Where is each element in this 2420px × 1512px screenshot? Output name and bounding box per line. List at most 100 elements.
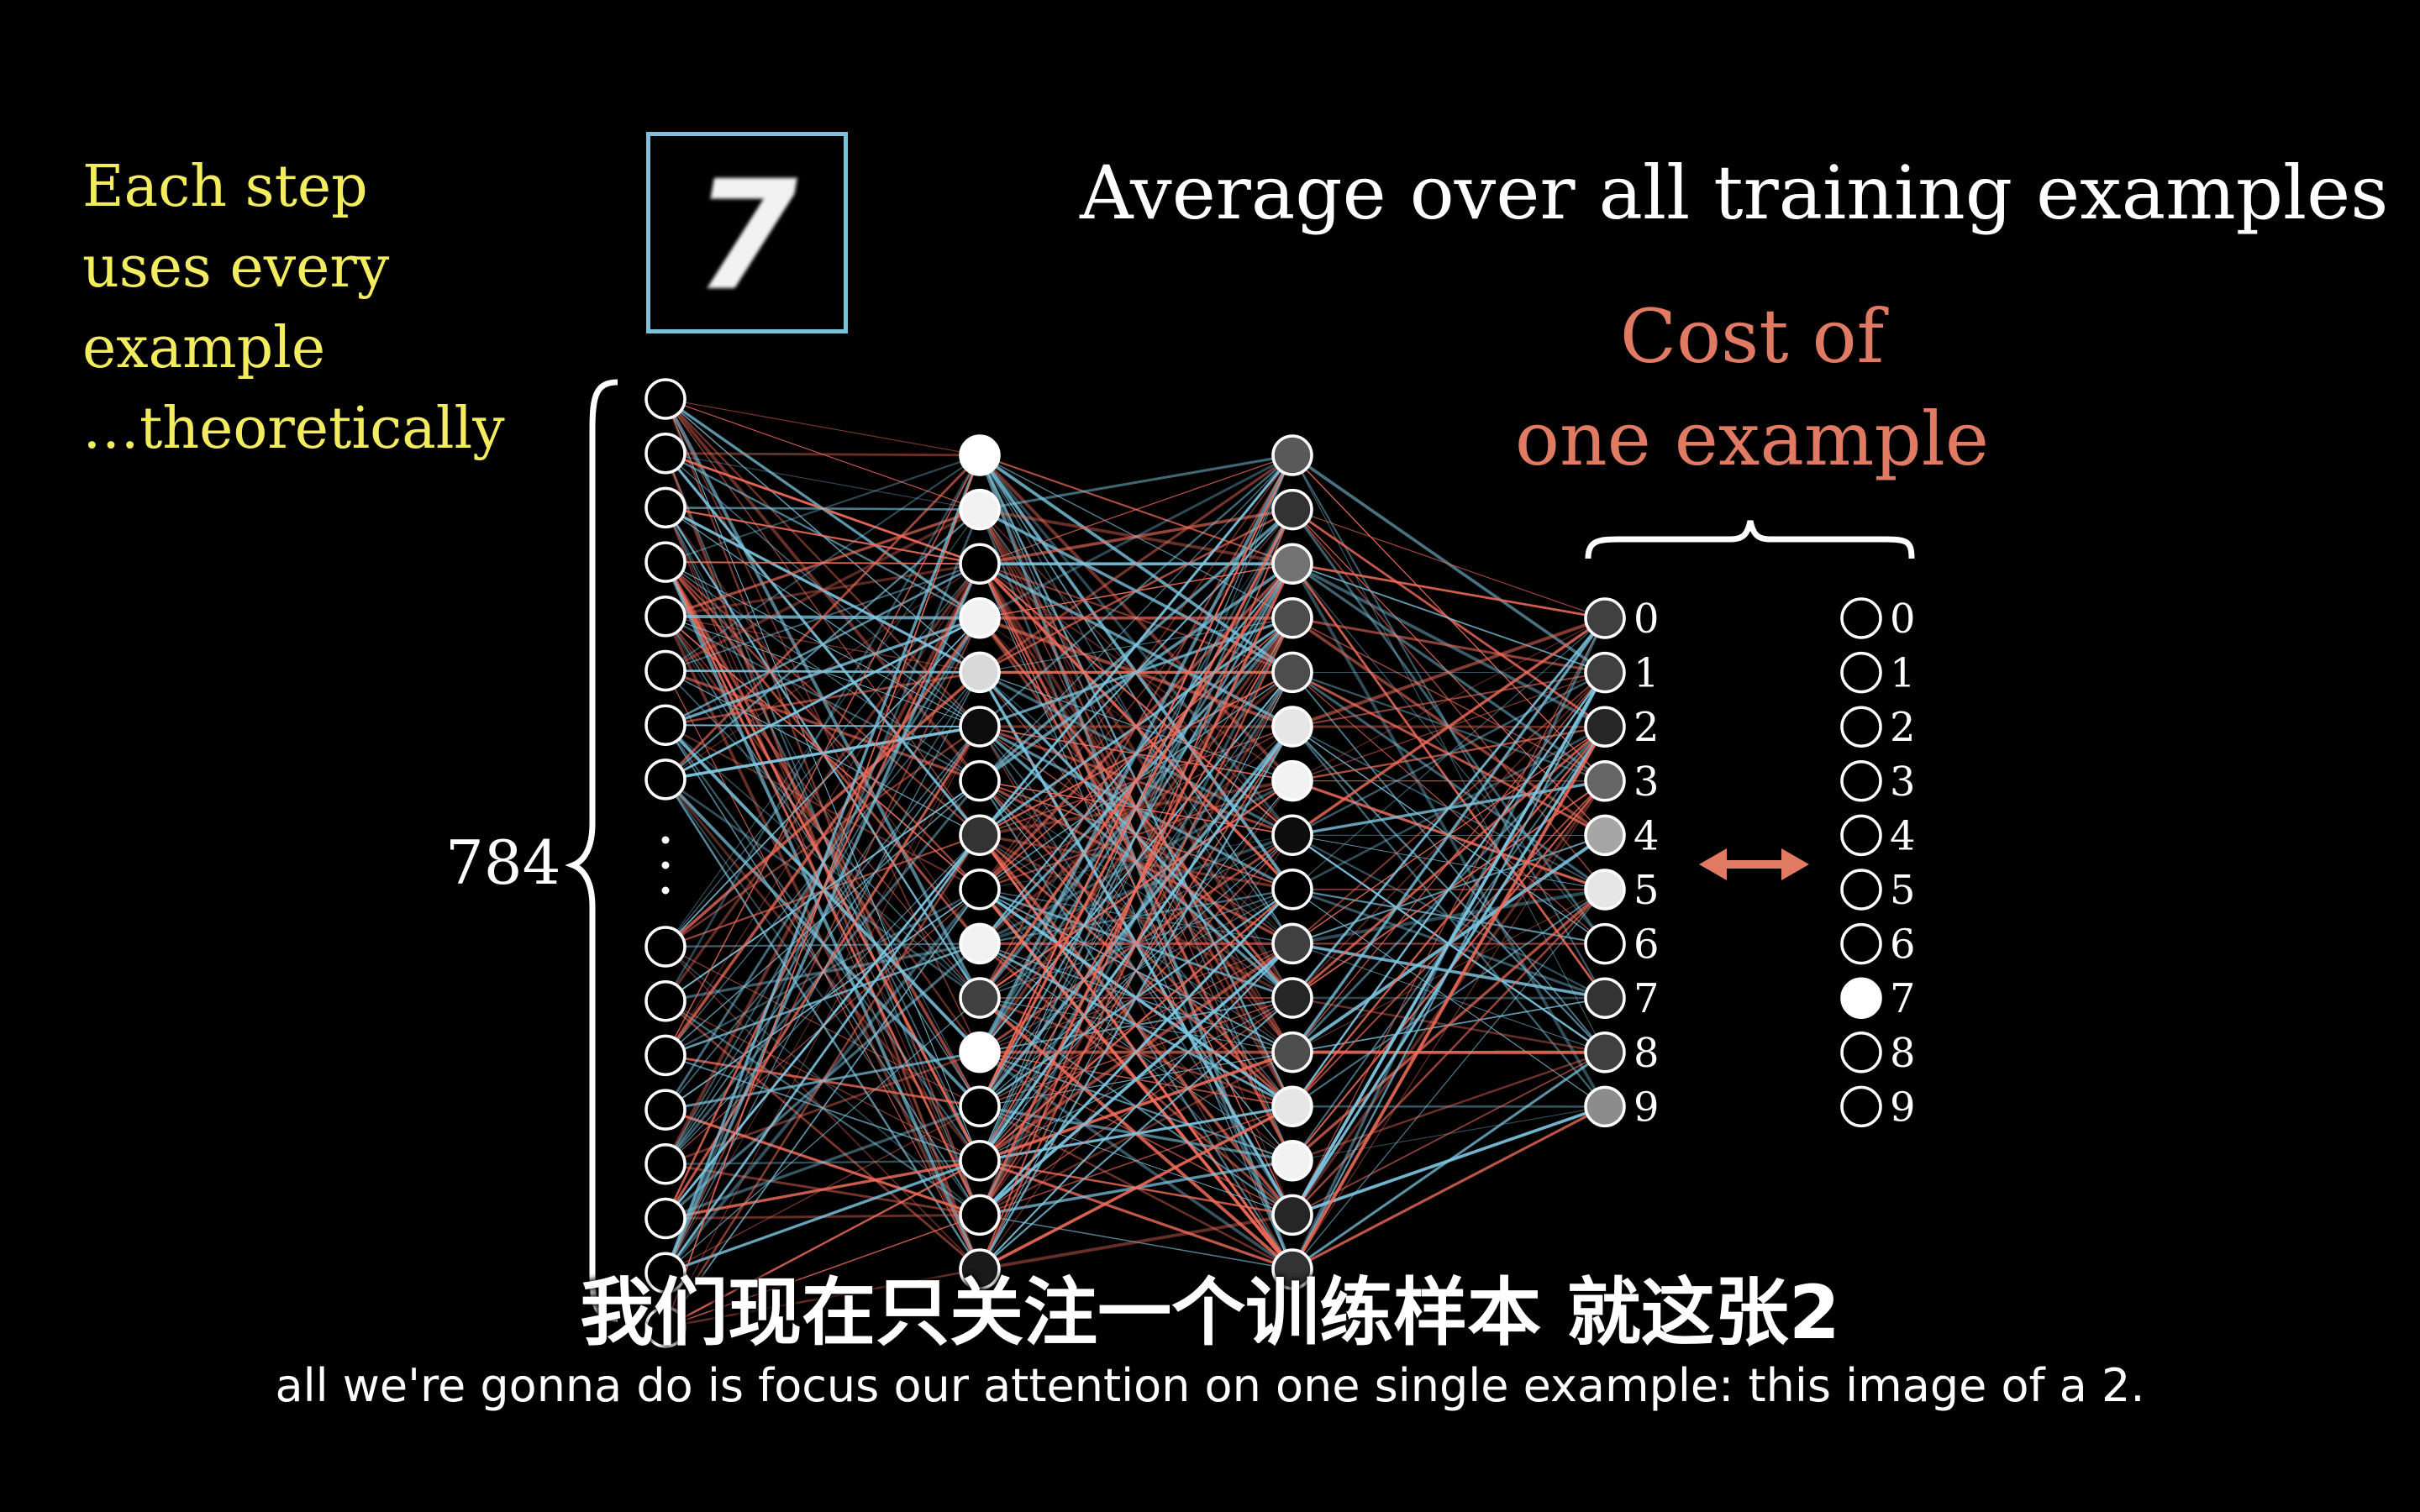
hidden1-neuron [959,977,1001,1019]
hidden1-neuron [959,651,1001,694]
weight-edge [979,454,1293,674]
cost-title-line1: Cost of [1619,293,1885,380]
target-neuron [1840,869,1882,911]
weight-edge [665,1268,981,1329]
subtitle-chinese: 我们现在只关注一个训练样本 就这张2 [580,1269,1840,1356]
target-neuron [1840,922,1882,965]
output-neuron [1584,706,1626,748]
weight-edge [665,1214,981,1328]
output-neuron [1584,1085,1626,1128]
hidden2-neuron [1271,488,1313,531]
weight-edge [979,454,1293,890]
input-neuron [644,432,687,475]
output-neuron [1584,869,1626,911]
weight-edge [665,508,981,618]
weight-edge [979,454,1293,512]
side-note-line: example [82,315,326,381]
cost-title-line2: one example [1515,396,1989,482]
weight-edge [1291,617,1607,1053]
weight-edge [979,454,1293,1215]
weight-edge [1291,671,1607,1216]
output-neuron [1584,651,1626,694]
weight-edge [979,454,1293,782]
weight-edge [665,454,981,672]
weight-edge [665,617,981,727]
output-digit-label: 2 [1634,704,1660,751]
hidden1-neuron [959,488,1001,531]
hidden2-neuron [1271,434,1313,476]
input-digit-image: 7 [646,132,848,333]
input-brace [565,379,618,1322]
target-digit-label: 9 [1890,1084,1916,1131]
weight-edge [1292,671,1606,1107]
weight-edge [664,563,981,1273]
output-neuron [1584,977,1626,1019]
hidden2-neuron [1271,1085,1313,1127]
hidden1-neuron [959,814,1001,856]
weight-edge [665,452,981,457]
weight-edge [664,834,981,1274]
weight-edge [665,1105,981,1273]
weight-edge [1292,617,1606,728]
hidden2-neuron [1271,1194,1313,1236]
weight-edge [665,726,981,1328]
edge-layer [664,397,1607,1329]
weight-edge [665,672,981,1273]
input-neuron [644,1143,687,1185]
weight-edge [1292,672,1606,1053]
output-neuron [1584,760,1626,802]
weight-edge [979,1105,1293,1271]
weight-edge [665,1159,981,1328]
weight-edge [1291,726,1607,1270]
weight-edge [665,454,981,564]
weight-edge [664,778,981,1108]
side-note-line: Each step [82,154,368,220]
weight-edge [665,398,981,511]
weight-edge [1292,617,1606,1215]
weight-edge [665,725,981,781]
weight-edge [1292,563,1606,674]
hidden2-neuron [1271,597,1313,639]
input-neuron [644,979,687,1022]
weight-edge [1292,509,1606,619]
hidden2-neuron [1271,1031,1313,1074]
output-digit-label: 3 [1634,759,1660,806]
target-digit-label: 0 [1890,596,1916,643]
output-digit-label: 8 [1634,1030,1660,1077]
target-digit-label: 7 [1890,975,1916,1022]
target-neuron [1840,706,1882,748]
hidden2-neuron [1271,1248,1313,1290]
input-neuron [644,378,687,420]
input-count-label: 784 [445,827,561,898]
headline: Average over all training examples [1080,150,2389,236]
ellipsis-dot [661,836,670,844]
weight-edge [1292,1051,1606,1216]
input-neuron [644,1197,687,1240]
weight-edge [665,616,981,999]
target-neuron [1840,977,1882,1019]
weight-edge [665,398,981,456]
output-digit-label: 9 [1634,1084,1660,1131]
decoration-layer [565,379,1915,1322]
input-neuron [644,649,687,692]
weight-edge [1291,617,1607,1270]
weight-edge [665,562,981,618]
weight-edge [1292,1105,1606,1271]
output-brace [1585,520,1915,559]
input-neuron [644,596,687,638]
weight-edge [665,508,981,673]
weight-edge [664,671,981,948]
weight-edge [665,617,981,1273]
weight-edge [1291,617,1607,999]
hidden2-neuron [1271,651,1313,694]
weight-edge [978,726,1294,1270]
target-neuron [1840,1032,1882,1074]
output-digit-label: 0 [1634,596,1660,643]
weight-edge [978,617,1294,1216]
output-digit-label: 6 [1634,921,1660,969]
hidden1-neuron [959,1140,1001,1182]
weight-edge [978,454,1294,1053]
subtitle-english: all we're gonna do is focus our attentio… [275,1359,2145,1412]
input-neuron [644,1252,687,1294]
